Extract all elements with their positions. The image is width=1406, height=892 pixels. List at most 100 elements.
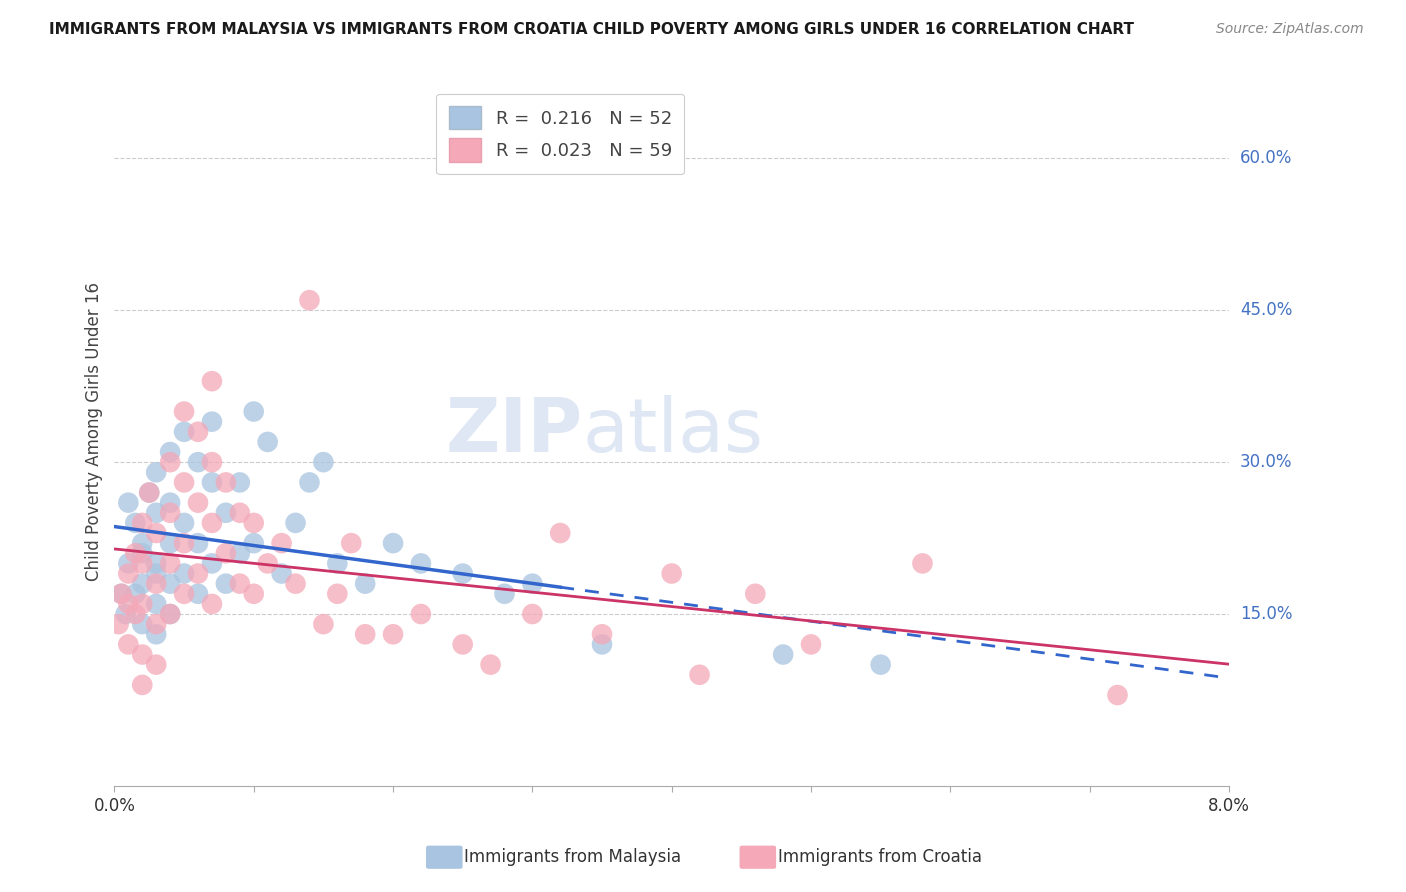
Point [131,617,153,632]
Point [298,293,321,308]
Point [382,536,405,550]
Text: ZIP: ZIP [446,395,582,468]
Point [117,566,139,581]
Point [145,617,167,632]
Point [145,566,167,581]
Point [911,557,934,571]
Legend: R =  0.216   N = 52, R =  0.023   N = 59: R = 0.216 N = 52, R = 0.023 N = 59 [436,94,685,174]
Point [131,516,153,530]
Point [145,465,167,479]
Point [354,627,377,641]
Point [340,536,363,550]
Point [284,576,307,591]
Point [131,546,153,560]
Point [159,445,181,459]
Point [215,506,238,520]
Point [131,648,153,662]
Point [145,627,167,641]
Point [215,546,238,560]
Point [215,576,238,591]
Point [661,566,683,581]
Point [800,637,823,651]
Point [131,557,153,571]
Point [173,536,195,550]
Text: Immigrants from Croatia: Immigrants from Croatia [778,848,981,866]
Point [284,516,307,530]
Point [869,657,891,672]
Point [159,506,181,520]
Point [270,536,292,550]
Y-axis label: Child Poverty Among Girls Under 16: Child Poverty Among Girls Under 16 [86,282,103,582]
Point [187,536,209,550]
Point [187,566,209,581]
Point [107,617,129,632]
Point [124,516,146,530]
Point [124,587,146,601]
Point [145,657,167,672]
Point [229,576,252,591]
Point [772,648,794,662]
Point [1107,688,1129,702]
Point [522,576,544,591]
Point [256,434,278,449]
Point [201,557,224,571]
Point [159,576,181,591]
Point [548,526,571,541]
Point [159,607,181,621]
Point [159,455,181,469]
Point [312,617,335,632]
Point [229,475,252,490]
Point [256,557,278,571]
Point [110,587,132,601]
Point [187,496,209,510]
Point [159,536,181,550]
Point [145,597,167,611]
Point [131,576,153,591]
Point [298,475,321,490]
Text: 15.0%: 15.0% [1240,605,1292,623]
Point [451,566,474,581]
Point [201,516,224,530]
Point [173,566,195,581]
Point [201,475,224,490]
Point [326,587,349,601]
Point [145,526,167,541]
Point [124,546,146,560]
Point [159,557,181,571]
Point [201,415,224,429]
Point [187,455,209,469]
Point [522,607,544,621]
Point [201,455,224,469]
Point [326,557,349,571]
Point [117,557,139,571]
Point [138,485,160,500]
Point [312,455,335,469]
Text: 60.0%: 60.0% [1240,150,1292,168]
Point [744,587,766,601]
Point [145,557,167,571]
Text: IMMIGRANTS FROM MALAYSIA VS IMMIGRANTS FROM CROATIA CHILD POVERTY AMONG GIRLS UN: IMMIGRANTS FROM MALAYSIA VS IMMIGRANTS F… [49,22,1135,37]
Point [124,607,146,621]
Point [201,597,224,611]
Text: Immigrants from Malaysia: Immigrants from Malaysia [464,848,681,866]
Point [201,374,224,388]
Point [242,404,264,418]
Point [689,667,711,681]
Point [114,607,136,621]
Point [173,475,195,490]
Point [159,607,181,621]
Point [354,576,377,591]
Point [173,404,195,418]
Point [242,536,264,550]
Point [591,627,613,641]
Point [382,627,405,641]
Point [145,576,167,591]
Point [173,587,195,601]
Point [173,425,195,439]
Point [159,496,181,510]
Point [215,475,238,490]
Point [409,557,432,571]
Text: 45.0%: 45.0% [1240,301,1292,319]
Text: 30.0%: 30.0% [1240,453,1292,471]
Point [117,597,139,611]
